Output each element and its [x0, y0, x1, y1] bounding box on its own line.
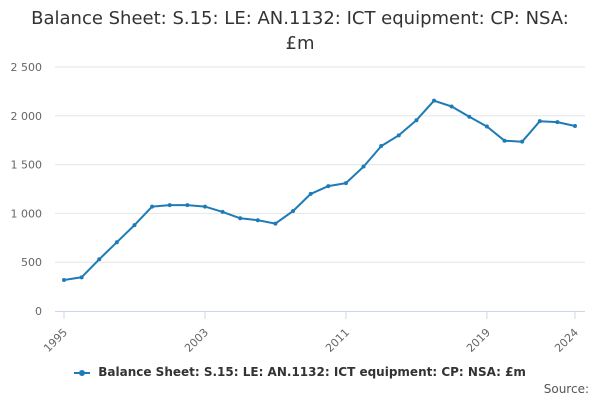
data-point [220, 209, 225, 214]
x-tick-label: 2011 [323, 326, 352, 355]
data-point [484, 124, 489, 129]
y-tick-label: 2 500 [11, 61, 43, 74]
legend-label: Balance Sheet: S.15: LE: AN.1132: ICT eq… [98, 365, 526, 379]
data-point [467, 114, 472, 119]
data-point [537, 119, 542, 124]
legend-marker-icon [74, 368, 91, 378]
series-line [63, 99, 576, 281]
data-point [273, 221, 278, 226]
data-point [449, 104, 454, 109]
data-point [343, 181, 348, 186]
y-tick-label: 0 [35, 305, 42, 318]
x-tick-label: 2024 [552, 326, 581, 355]
y-tick-label: 1 500 [11, 159, 43, 172]
data-point [62, 277, 66, 282]
data-point [326, 184, 331, 189]
source-note: Source: [543, 382, 589, 396]
data-point [432, 98, 437, 103]
data-point [114, 240, 119, 245]
data-point [520, 139, 525, 144]
data-point [291, 208, 296, 213]
data-point [379, 144, 384, 149]
data-point [573, 124, 577, 129]
x-tick-label: 1995 [41, 326, 70, 355]
data-point [414, 118, 419, 123]
data-point [361, 164, 366, 169]
data-point [555, 120, 560, 125]
data-point [308, 191, 313, 196]
x-tick-label: 2003 [182, 326, 211, 355]
data-point [97, 257, 102, 262]
y-tick-label: 2 000 [11, 110, 43, 123]
data-point [502, 138, 507, 143]
y-tick-label: 1 000 [11, 207, 43, 220]
data-point [255, 218, 260, 223]
data-point [167, 203, 172, 208]
data-point [185, 203, 190, 208]
x-tick-label: 2019 [464, 326, 493, 355]
chart-title-line-2: £m [285, 33, 315, 54]
y-tick-label: 500 [21, 256, 42, 269]
data-point [238, 216, 243, 221]
data-point [396, 133, 401, 138]
data-point [150, 204, 155, 209]
data-point [79, 275, 84, 280]
chart-title: Balance Sheet: S.15: LE: AN.1132: ICT eq… [0, 6, 600, 56]
data-point [132, 223, 137, 228]
chart-title-line-1: Balance Sheet: S.15: LE: AN.1132: ICT eq… [31, 8, 569, 29]
legend[interactable]: Balance Sheet: S.15: LE: AN.1132: ICT eq… [0, 365, 600, 379]
data-point [202, 204, 207, 209]
